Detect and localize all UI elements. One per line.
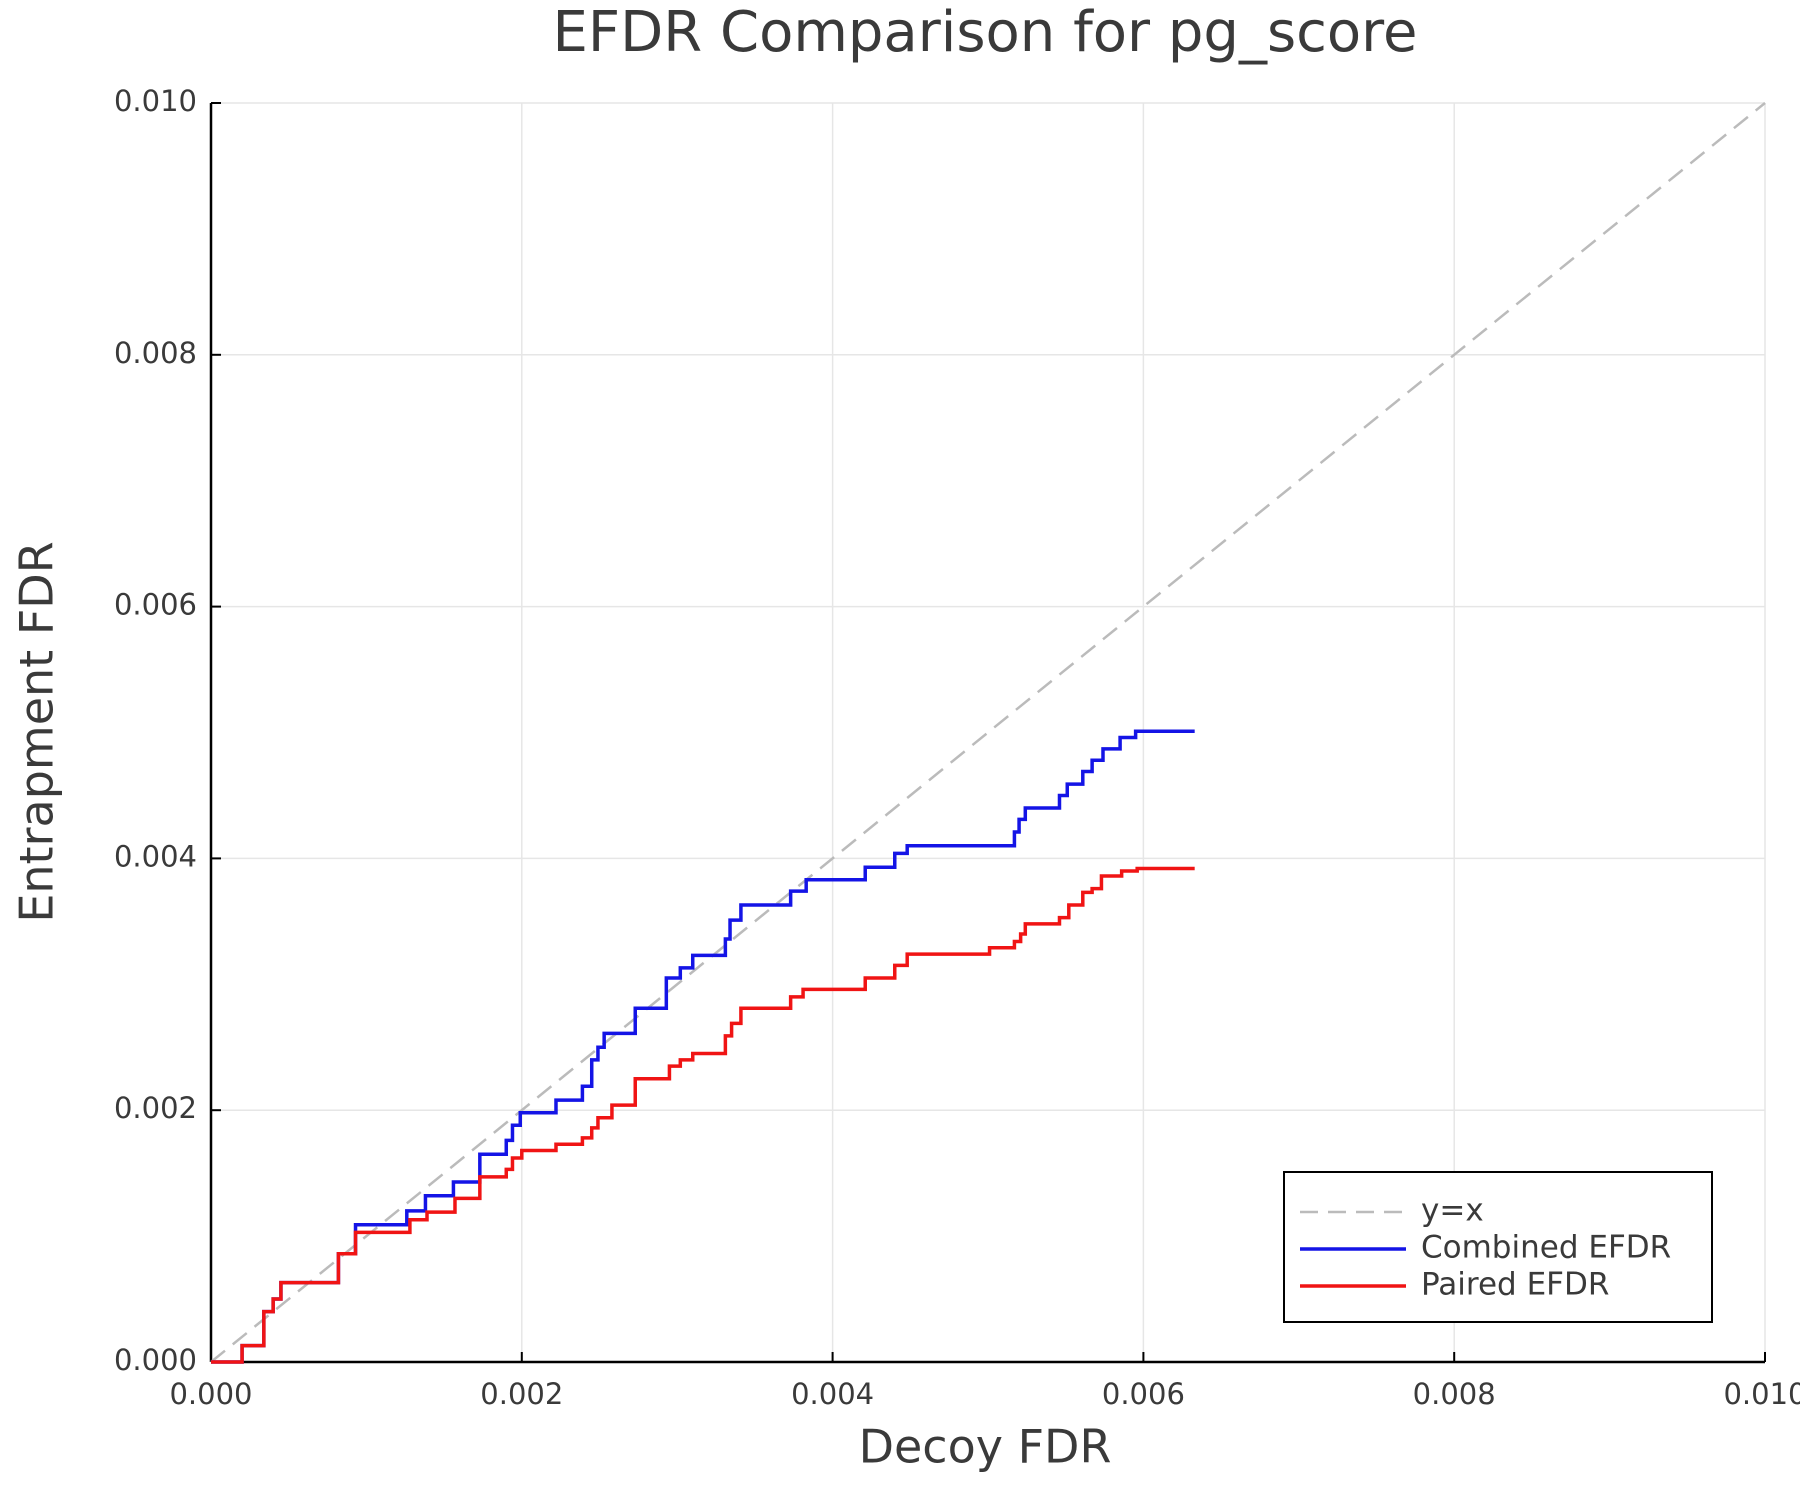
legend-box <box>1283 1171 1713 1323</box>
y-tick-label: 0.008 <box>114 336 197 370</box>
x-tick-label: 0.002 <box>480 1377 563 1411</box>
y-axis-label: Entrapment FDR <box>10 541 64 922</box>
legend-label: y=x <box>1421 1193 1484 1229</box>
series-line <box>211 729 1195 1364</box>
y-tick-label: 0.000 <box>114 1343 197 1377</box>
y-tick-label: 0.004 <box>114 839 197 873</box>
x-tick-label: 0.008 <box>1413 1377 1496 1411</box>
x-tick-label: 0.010 <box>1723 1377 1800 1411</box>
x-tick-label: 0.004 <box>791 1377 874 1411</box>
x-tick-label: 0.000 <box>169 1377 252 1411</box>
legend-label: Paired EFDR <box>1421 1267 1609 1303</box>
x-axis-label: Decoy FDR <box>859 1420 1112 1474</box>
y-tick-label: 0.002 <box>114 1091 197 1125</box>
series-line <box>210 102 1766 1363</box>
legend-label: Combined EFDR <box>1421 1230 1671 1266</box>
y-tick-label: 0.006 <box>114 588 197 622</box>
y-tick-label: 0.010 <box>114 84 197 118</box>
chart-title: EFDR Comparison for pg_score <box>553 0 1418 65</box>
x-tick-label: 0.006 <box>1102 1377 1185 1411</box>
series-line <box>211 866 1195 1364</box>
